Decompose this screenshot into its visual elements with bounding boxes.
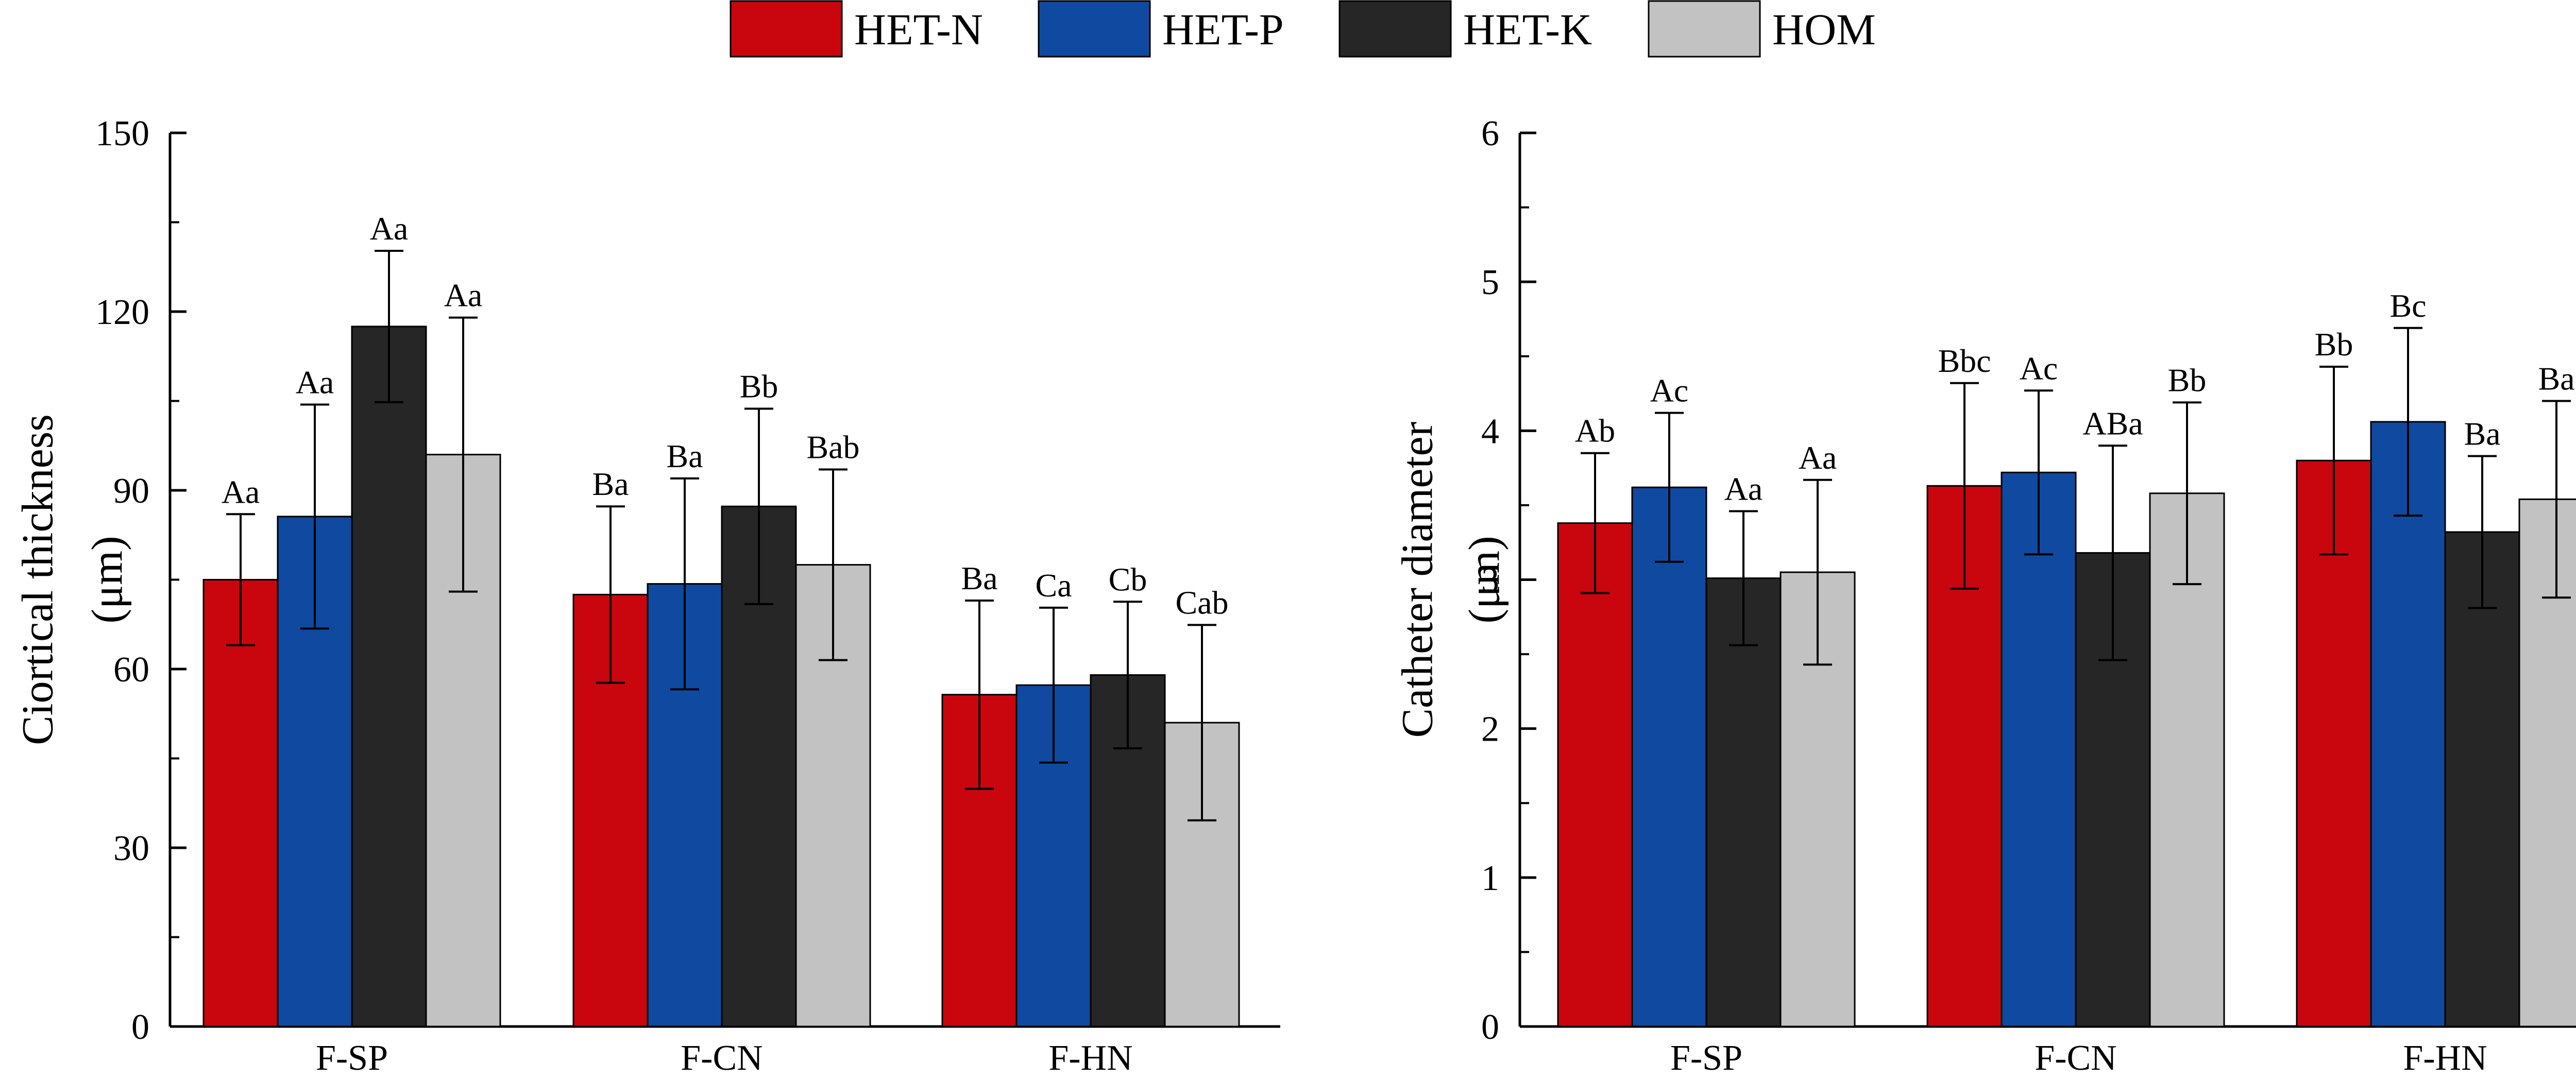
x-category-label: F-CN <box>2035 1038 2116 1075</box>
significance-label: Bb <box>2168 362 2207 398</box>
significance-label: Bb <box>2315 326 2353 363</box>
x-category-label: F-CN <box>681 1038 762 1075</box>
y-tick-label: 0 <box>1481 1007 1499 1047</box>
legend-label-het-k: HET-K <box>1463 5 1592 54</box>
significance-label: Ac <box>2020 350 2058 386</box>
significance-label: Ba <box>2538 361 2574 397</box>
chart-panel-2: 0 1 2 3 4 5 6 Catheter diameter (μm) Ab Ac Aa Aa F-SP… <box>1393 114 2576 1078</box>
y-tick-label: 1 <box>1481 859 1499 898</box>
legend-swatch-het-k <box>1338 0 1452 58</box>
x-category-label: F-HN <box>1048 1038 1132 1075</box>
y-tick-label: 5 <box>1481 263 1499 302</box>
significance-label: Ab <box>1575 413 1615 449</box>
significance-label: Aa <box>1799 439 1837 476</box>
y-axis-unit: (μm) <box>1460 536 1509 623</box>
significance-label: Ba <box>2464 415 2500 452</box>
legend-label-het-p: HET-P <box>1162 5 1284 54</box>
significance-label: Ba <box>961 560 997 596</box>
chart-panel-1: 0 30 60 90 120 150 Ciortical thickness (μm) Aa Aa… <box>13 114 1280 1078</box>
bar-f-sp-het-n <box>202 579 279 1028</box>
y-tick-label: 120 <box>95 293 149 332</box>
legend-label-hom: HOM <box>1772 5 1876 54</box>
x-category-label: F-HN <box>2403 1038 2487 1075</box>
y-tick-label: 90 <box>113 471 149 511</box>
y-axis-title: Catheter diameter <box>1393 422 1442 738</box>
significance-label: Ba <box>666 438 703 474</box>
significance-label: ABa <box>2082 405 2143 441</box>
significance-label: Bb <box>740 368 778 405</box>
x-category-label: F-SP <box>316 1038 388 1075</box>
y-axis-title: Ciortical thickness <box>13 414 62 745</box>
significance-label: Aa <box>370 210 409 247</box>
y-tick-label: 0 <box>131 1007 149 1047</box>
bar-f-sp-het-k <box>1705 577 1782 1028</box>
y-tick-label: 4 <box>1481 412 1499 451</box>
x-category-label: F-SP <box>1670 1038 1742 1075</box>
bar-f-hn-het-p <box>2370 421 2446 1028</box>
significance-label: Aa <box>444 277 483 314</box>
bar-f-sp-het-k <box>351 326 427 1028</box>
y-axis-unit: (μm) <box>82 536 132 623</box>
significance-label: Bc <box>2389 287 2426 324</box>
legend-swatch-het-p <box>1038 0 1151 58</box>
y-tick-label: 150 <box>95 114 149 153</box>
bar-f-hn-hom <box>2518 498 2576 1028</box>
y-tick-label: 30 <box>113 829 149 868</box>
legend-label-het-n: HET-N <box>854 5 983 54</box>
bar-f-sp-het-p <box>277 516 353 1028</box>
y-tick-label: 3 <box>1481 561 1499 601</box>
significance-label: Bbc <box>1938 343 1991 379</box>
bar-f-sp-het-n <box>1557 522 1633 1028</box>
y-tick-label: 60 <box>113 650 149 690</box>
legend-swatch-hom <box>1648 0 1761 58</box>
legend-swatch-het-n <box>730 0 843 58</box>
bar-f-sp-het-p <box>1631 486 1707 1028</box>
significance-label: Ba <box>592 466 629 502</box>
significance-label: Bab <box>806 429 859 466</box>
significance-label: Aa <box>222 473 260 510</box>
significance-label: Aa <box>296 364 334 400</box>
significance-label: Ca <box>1035 567 1072 604</box>
y-tick-label: 2 <box>1481 710 1499 749</box>
significance-label: Aa <box>1724 470 1763 507</box>
significance-label: Cab <box>1175 584 1228 621</box>
bar-f-cn-het-p <box>2001 471 2077 1028</box>
significance-label: Ac <box>1650 372 1689 409</box>
significance-label: Cb <box>1109 561 1147 597</box>
y-tick-label: 6 <box>1481 114 1499 153</box>
